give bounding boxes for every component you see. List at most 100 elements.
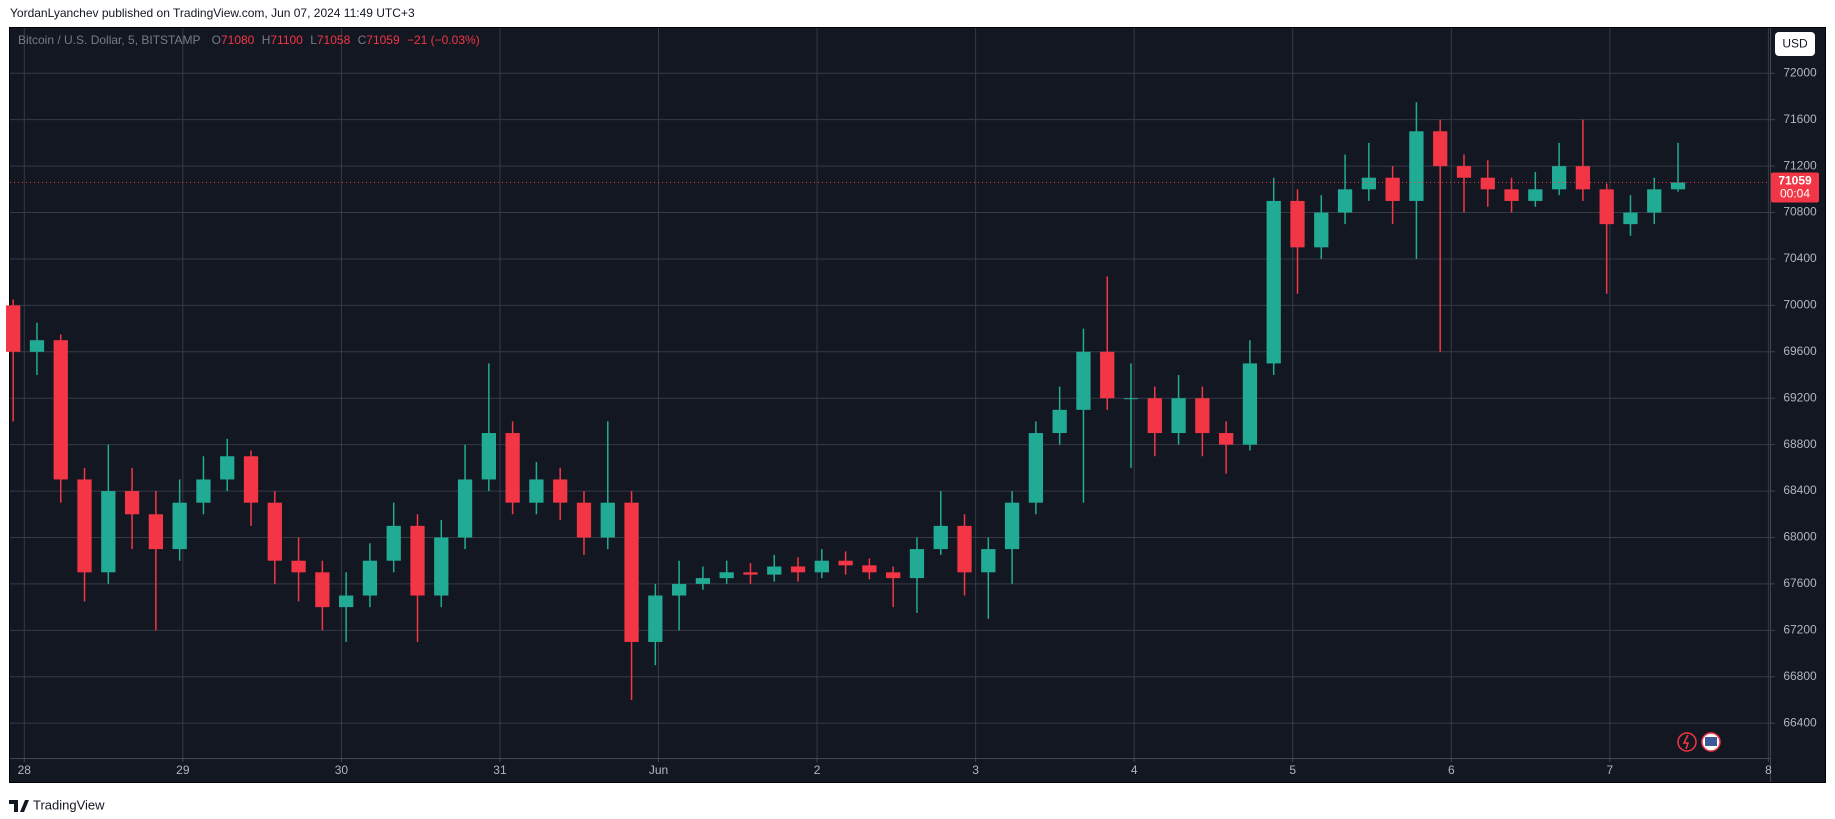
candle-body bbox=[1480, 177, 1495, 190]
candle-body bbox=[1242, 363, 1258, 445]
candle-body bbox=[719, 572, 734, 579]
candle-body bbox=[1052, 409, 1067, 434]
candle-body bbox=[291, 560, 306, 573]
x-tick-label: 28 bbox=[18, 763, 32, 777]
candle-body bbox=[1314, 212, 1329, 248]
flag-shape bbox=[1705, 737, 1717, 746]
candle-body bbox=[1361, 177, 1376, 190]
candle-body bbox=[1575, 166, 1591, 190]
candle-body bbox=[1147, 398, 1162, 434]
published-note: YordanLyanchev published on TradingView.… bbox=[10, 6, 415, 20]
candle-body bbox=[1504, 189, 1519, 201]
legend-high-label: H bbox=[262, 33, 271, 47]
legend-change: −21 (−0.03%) bbox=[407, 33, 480, 47]
candles bbox=[6, 102, 1686, 700]
candle-body bbox=[481, 433, 496, 480]
candle-body bbox=[220, 456, 235, 480]
candle-body bbox=[909, 549, 925, 579]
candle-body bbox=[1551, 166, 1567, 190]
candle-body bbox=[505, 433, 520, 503]
legend-open-label: O bbox=[212, 33, 221, 47]
candle-body bbox=[648, 595, 663, 642]
candle-body bbox=[1076, 351, 1091, 410]
legend-open: 71080 bbox=[221, 33, 255, 47]
legend-low: 71058 bbox=[317, 33, 351, 47]
candle-body bbox=[457, 479, 473, 538]
candle-body bbox=[886, 572, 901, 579]
y-tick-label: 69600 bbox=[1783, 344, 1817, 358]
candle-body bbox=[6, 305, 21, 352]
y-tick-label: 68000 bbox=[1783, 530, 1817, 544]
candle-body bbox=[1337, 189, 1353, 213]
candle-body bbox=[196, 479, 211, 503]
x-tick-label: Jun bbox=[649, 763, 668, 777]
candle-body bbox=[101, 491, 116, 573]
candle-body bbox=[624, 502, 639, 642]
candle-body bbox=[148, 514, 164, 550]
y-tick-label: 66800 bbox=[1783, 669, 1817, 683]
candle-body bbox=[1266, 200, 1281, 364]
candle-body bbox=[1004, 502, 1020, 550]
candle-body bbox=[29, 340, 45, 352]
legend-close-label: C bbox=[358, 33, 367, 47]
candle-body bbox=[529, 479, 544, 503]
x-tick-label: 8 bbox=[1765, 763, 1772, 777]
candle-body bbox=[362, 560, 378, 596]
candle-body bbox=[172, 502, 187, 550]
candle-body bbox=[1670, 182, 1686, 190]
y-tick-label: 69200 bbox=[1783, 390, 1817, 404]
brand-name: TradingView bbox=[33, 797, 105, 812]
candle-body bbox=[1409, 131, 1424, 201]
candle-body bbox=[790, 566, 806, 573]
x-tick-label: 29 bbox=[176, 763, 190, 777]
candle-body bbox=[553, 479, 568, 503]
candle-body bbox=[600, 502, 615, 538]
y-tick-label: 68400 bbox=[1783, 483, 1817, 497]
candle-body bbox=[933, 525, 948, 550]
candle-body bbox=[315, 572, 330, 608]
candle-body bbox=[1599, 189, 1614, 225]
x-tick-label: 5 bbox=[1289, 763, 1296, 777]
candle-body bbox=[957, 525, 972, 573]
candle-body bbox=[1623, 212, 1638, 225]
y-tick-label: 72000 bbox=[1783, 65, 1817, 79]
y-tick-label: 71200 bbox=[1783, 158, 1817, 172]
candle-body bbox=[267, 502, 282, 561]
candle-body bbox=[838, 560, 853, 566]
chart-frame bbox=[9, 27, 1826, 783]
currency-button[interactable] bbox=[1775, 32, 1815, 56]
labels: 66400 66800 67200 67600 68000 68400 68800 69200… bbox=[10, 65, 1819, 777]
candle-body bbox=[434, 537, 449, 596]
y-tick-label: 70800 bbox=[1783, 205, 1817, 219]
candle-body bbox=[1171, 398, 1186, 434]
y-tick-label: 66400 bbox=[1783, 715, 1817, 729]
candle-body bbox=[1219, 433, 1234, 445]
brand-logo bbox=[9, 800, 29, 812]
candle-body bbox=[243, 456, 259, 503]
alert-bolt bbox=[1682, 734, 1690, 750]
candle-body bbox=[410, 525, 425, 596]
candle-body bbox=[124, 491, 140, 515]
x-tick-label: 6 bbox=[1448, 763, 1455, 777]
legend-high: 71100 bbox=[270, 33, 303, 47]
candle-body bbox=[1290, 200, 1305, 248]
candle-body bbox=[53, 340, 68, 480]
currency-label[interactable]: USD bbox=[1782, 37, 1808, 51]
y-tick-label: 67600 bbox=[1783, 576, 1817, 590]
candle-body bbox=[386, 525, 401, 561]
candle-body bbox=[1385, 177, 1400, 201]
candle-body bbox=[671, 583, 687, 596]
candle-body bbox=[1100, 351, 1115, 399]
y-tick-label: 71600 bbox=[1783, 112, 1817, 126]
candle-body bbox=[767, 566, 782, 575]
candle-body bbox=[1647, 189, 1662, 213]
countdown-label: 00:04 bbox=[1780, 187, 1810, 201]
x-tick-label: 4 bbox=[1131, 763, 1138, 777]
last-price-label: 71059 bbox=[1778, 174, 1812, 188]
candle-body bbox=[1195, 398, 1210, 434]
legend-close: 71059 bbox=[366, 33, 400, 47]
candle-body bbox=[77, 479, 92, 573]
alert-icon[interactable] bbox=[1677, 732, 1697, 752]
